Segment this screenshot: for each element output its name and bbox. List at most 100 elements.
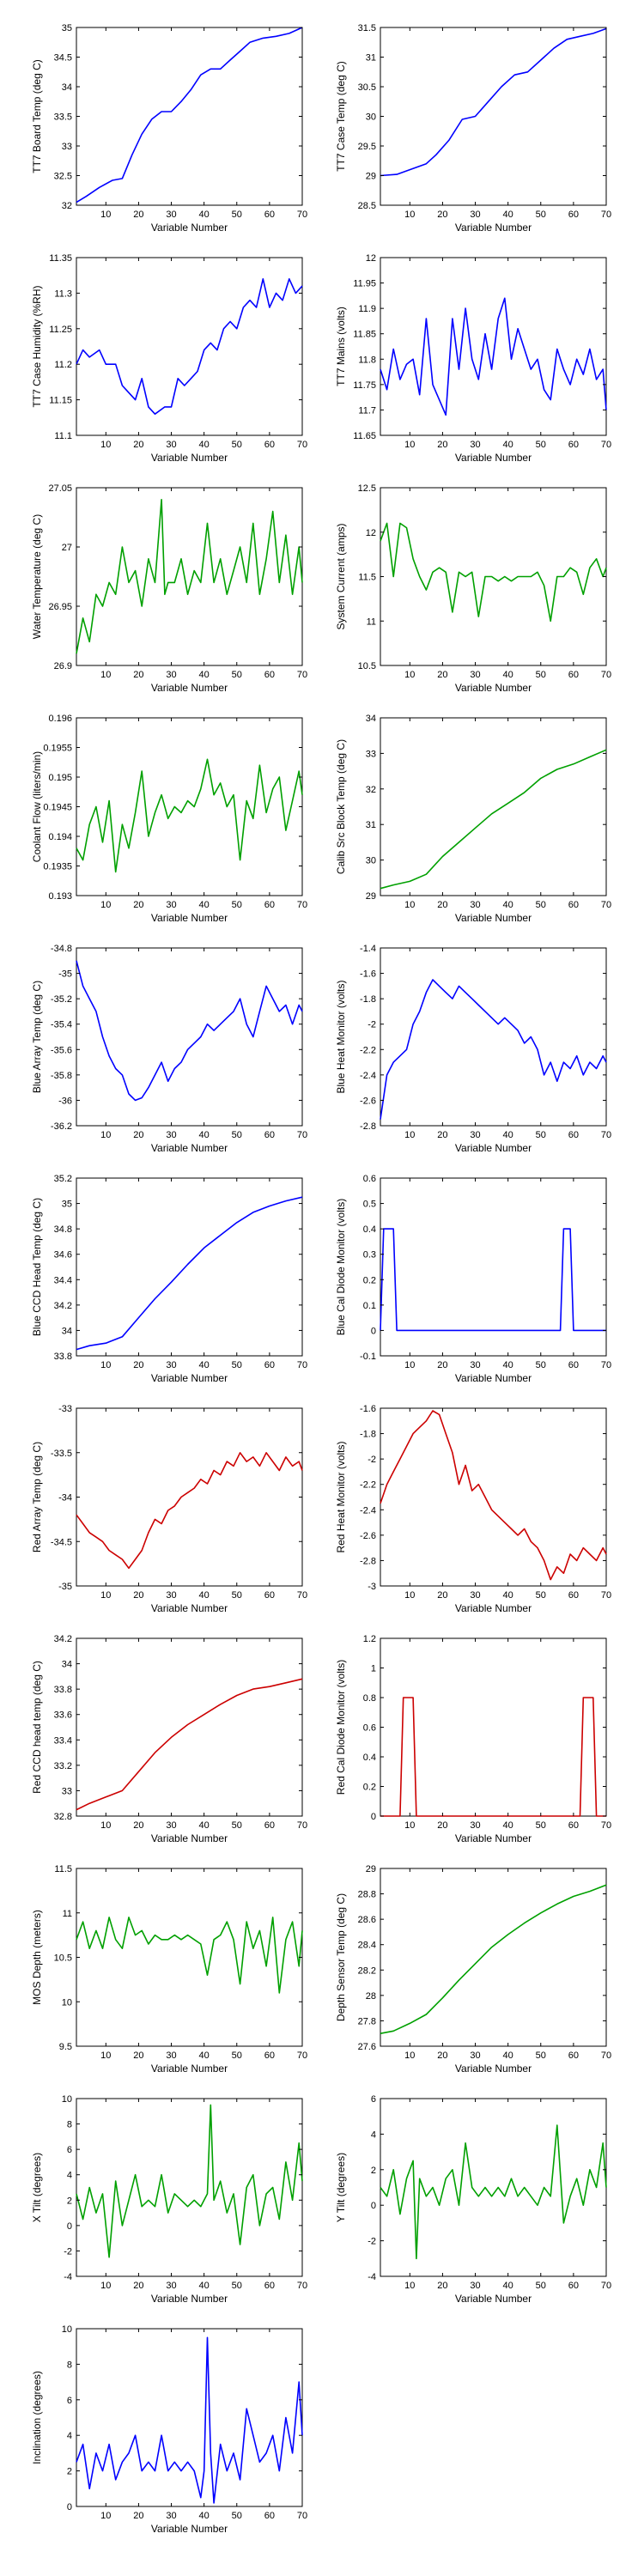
x-tick-label: 20 [437,210,447,220]
y-tick-label: 1 [371,1664,376,1674]
x-tick-label: 20 [133,1820,143,1831]
y-axis-label: Y Tilt (degrees) [335,2153,347,2222]
y-tick-label: 2 [67,2467,72,2477]
y-axis-label: Red Heat Monitor (volts) [335,1441,347,1552]
x-tick-label: 30 [166,1360,176,1370]
y-tick-label: 11.7 [358,405,376,416]
chart-4: 10 20 30 40 50 60 70 11.65 11.7 11.75 11.8 11.85 11.… [335,253,611,464]
y-tick-label: 10 [62,1997,72,2008]
y-tick-label: 32.8 [54,1812,72,1822]
x-axis-label: Variable Number [151,2063,228,2075]
y-tick-label: 27.8 [358,2016,376,2026]
x-tick-label: 50 [536,1820,546,1831]
x-axis-label: Variable Number [455,2063,532,2075]
y-tick-label: 0.1945 [43,803,72,813]
y-tick-label: 0.3 [363,1250,376,1261]
y-tick-label: 34.5 [54,53,72,64]
x-tick-label: 60 [264,900,275,910]
x-tick-label: 70 [601,1820,611,1831]
x-tick-label: 70 [297,1820,307,1831]
chart-5: 10 20 30 40 50 60 70 26.9 26.95 27 27.05 Variable N… [31,483,307,694]
x-tick-label: 10 [404,1130,415,1140]
plot-frame [76,1637,303,1817]
x-tick-label: 40 [199,1820,210,1831]
y-tick-label: -3 [368,1582,376,1592]
plot-frame [76,1177,303,1357]
y-tick-label: 30 [366,112,376,123]
series-line [76,498,303,654]
y-tick-label: 32 [62,201,72,211]
x-tick-label: 40 [199,1590,210,1601]
plot-frame [380,1177,607,1357]
x-tick-label: 20 [133,2281,143,2291]
series-line [380,1228,606,1332]
y-tick-label: 11.5 [358,573,376,583]
y-tick-label: -2 [64,2246,72,2257]
x-tick-label: 40 [503,210,513,220]
y-tick-label: 27 [62,543,72,553]
x-tick-label: 20 [133,1130,143,1140]
y-tick-label: 0.4 [363,1753,376,1763]
x-tick-label: 40 [503,1820,513,1831]
y-axis-label: X Tilt (degrees) [31,2153,43,2222]
chart-17: 10 20 30 40 50 60 70 9.5 10 10.5 11 11.5 Variable Nu… [31,1864,307,2075]
y-axis-label: Water Temperature (deg C) [31,514,43,639]
x-tick-label: 30 [166,1590,176,1601]
plot-frame [380,1637,607,1817]
y-tick-label: 11 [63,1909,72,1919]
chart-18: 10 20 30 40 50 60 70 27.6 27.8 28 28.2 28.4 28.6 28.8… [335,1864,611,2075]
y-tick-label: 34.6 [54,1250,72,1261]
series-line [76,1917,303,1994]
chart-10: 10 20 30 40 50 60 70 -2.8 -2.6 -2.4 -2.2 -2 -1.8 -1.6… [335,944,611,1154]
y-tick-label: -33 [58,1404,72,1414]
chart-16: 10 20 30 40 50 60 70 0 0.2 0.4 0.6 0.8 1 1.2 Variable … [335,1634,611,1844]
x-tick-label: 60 [568,2050,579,2061]
y-tick-label: -35.2 [51,994,72,1005]
y-tick-label: 10.5 [358,661,376,671]
x-tick-label: 70 [297,900,307,910]
y-tick-label: 0.195 [48,773,72,783]
x-tick-label: 10 [404,2281,415,2291]
y-tick-label: 32 [366,785,376,795]
x-tick-label: 10 [404,1360,415,1370]
y-tick-label: -4 [368,2272,376,2282]
x-tick-label: 30 [166,2511,176,2521]
y-tick-label: 33 [366,749,376,759]
chart-6: 10 20 30 40 50 60 70 10.5 11 11.5 12 12.5 Variable N… [335,483,611,694]
x-tick-label: 40 [503,2281,513,2291]
y-tick-label: 28.5 [358,201,376,211]
y-tick-label: -34.8 [51,944,72,954]
y-tick-label: 34 [62,1326,72,1336]
y-tick-label: -1.6 [360,969,376,980]
x-tick-label: 50 [232,900,242,910]
y-tick-label: -34 [58,1493,72,1504]
x-tick-label: 70 [297,1590,307,1601]
x-tick-label: 50 [232,1130,242,1140]
plot-frame [76,257,303,436]
y-tick-label: 30 [366,856,376,866]
x-tick-label: 20 [437,670,447,680]
x-tick-label: 70 [601,440,611,450]
x-axis-label: Variable Number [455,2293,532,2305]
y-tick-label: 11.25 [49,325,72,335]
x-tick-label: 40 [503,1590,513,1601]
series-line [380,749,607,890]
y-tick-label: 31 [366,820,376,830]
y-tick-label: 31.5 [358,23,376,33]
y-tick-label: -2.2 [360,1480,376,1491]
x-tick-label: 70 [601,210,611,220]
series-line [380,27,607,177]
x-tick-label: 50 [536,2281,546,2291]
y-tick-label: -2.6 [360,1096,376,1106]
plot-frame [380,27,607,206]
chart-20: 10 20 30 40 50 60 70 -4 -2 0 2 4 6 Variable Number Y T… [335,2094,611,2305]
x-tick-label: 70 [601,1130,611,1140]
x-tick-label: 20 [133,1360,143,1370]
chart-13: 10 20 30 40 50 60 70 -35 -34.5 -34 -33.5 -33 Variabl… [31,1404,307,1614]
y-tick-label: 0.6 [363,1723,376,1734]
x-tick-label: 70 [601,670,611,680]
y-axis-label: Inclination (degrees) [31,2371,43,2464]
y-tick-label: 2 [67,2196,72,2206]
plot-frame [380,2098,607,2277]
x-tick-label: 50 [232,2511,242,2521]
